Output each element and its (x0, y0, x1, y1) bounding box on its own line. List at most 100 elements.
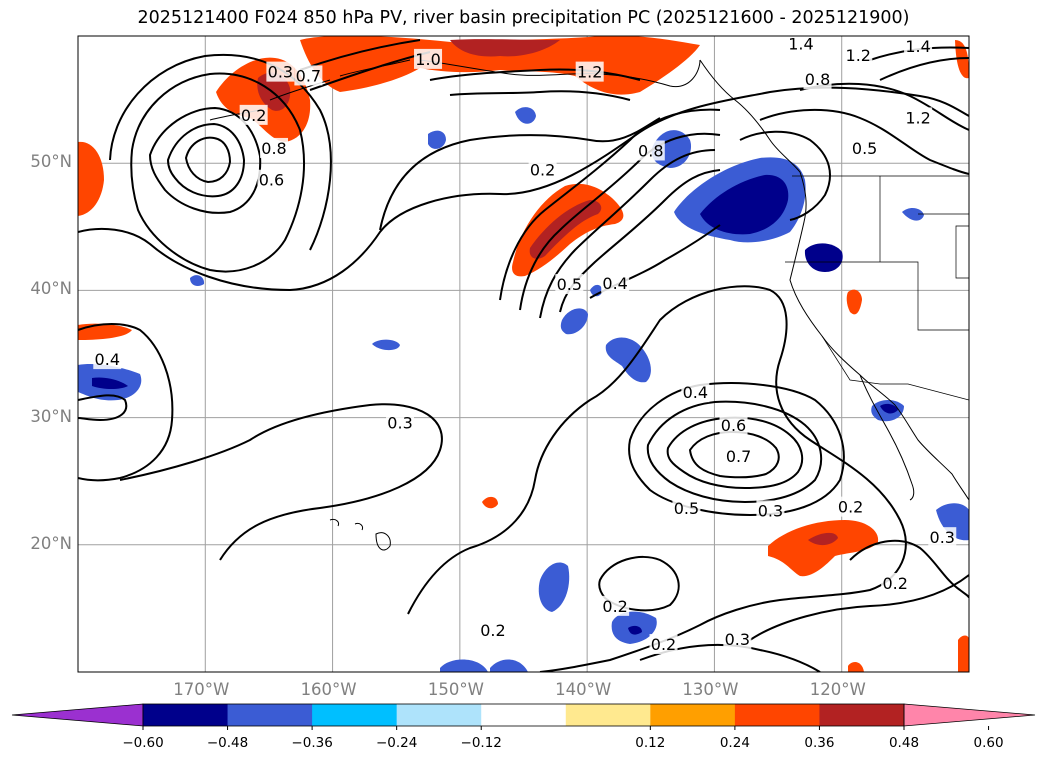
contour-label: 0.4 (95, 350, 120, 369)
contour-label-background (575, 61, 604, 82)
negative-anomaly-region (902, 208, 924, 221)
contour-label-background (649, 634, 678, 655)
contour-label-background (672, 497, 701, 518)
gridlines (78, 36, 969, 672)
contour-label-background (850, 137, 879, 158)
pv-contour (519, 132, 721, 311)
contour-label: 0.3 (930, 528, 955, 547)
pv-contour (184, 136, 232, 184)
pv-contour (78, 394, 128, 422)
contour-label-background (844, 45, 873, 66)
negative-anomaly-region (440, 659, 488, 672)
contour-label-background (803, 69, 832, 90)
contour-label-background (756, 500, 785, 521)
latitude-tick-label: 40°N (30, 279, 72, 299)
positive-anomaly-region (848, 662, 864, 672)
contour-label-background (260, 137, 289, 158)
pv-contour (148, 106, 262, 214)
contour-label: 0.3 (725, 630, 750, 649)
pv-contour (166, 122, 246, 198)
latitude-tick-label: 20°N (30, 533, 72, 553)
contour-label: 1.0 (415, 50, 440, 69)
colorbar-bin (819, 704, 905, 726)
hawaii-islands (329, 519, 391, 551)
colorbar-tick-label: −0.36 (291, 735, 333, 751)
contour-label-background (904, 107, 933, 128)
contour-label-background (881, 572, 910, 593)
pv-contour (499, 108, 721, 301)
contour-label-background (719, 415, 748, 436)
contour-label-background (928, 527, 957, 548)
contour-label-background (257, 169, 286, 190)
strong-negative-anomaly-region (92, 377, 128, 389)
colorbar-bin (396, 704, 482, 726)
pv-contour (130, 72, 306, 273)
pv-contour (598, 555, 680, 612)
colorbar-tick-label: 0.12 (635, 735, 666, 751)
colorbar-bin (481, 704, 567, 726)
negative-anomaly-region (515, 107, 536, 124)
north-america-coastline (699, 59, 969, 501)
longitude-tick-label: 160°W (300, 680, 357, 699)
contour-label-background (681, 382, 710, 403)
pv-contour (739, 130, 831, 221)
negative-anomaly-region (372, 339, 400, 351)
pv-contours (78, 39, 969, 672)
positive-anomaly-region (78, 141, 104, 216)
contour-label-background (414, 48, 443, 69)
negative-anomaly-region (804, 243, 843, 272)
colorbar-tick-label: 0.48 (888, 735, 920, 751)
contour-label: 0.7 (296, 66, 321, 85)
colorbar-bin (565, 704, 651, 726)
pv-contour (78, 323, 174, 482)
contour-label-background (386, 412, 415, 433)
contour-label: 0.5 (557, 275, 582, 294)
contour-label: 0.2 (838, 498, 863, 517)
positive-anomaly-region (78, 323, 132, 340)
contour-label-background (836, 496, 865, 517)
pv-contour (759, 108, 969, 175)
contour-label: 0.4 (602, 274, 627, 293)
positive-anomaly-region (846, 289, 862, 315)
colorbar-frame (142, 703, 905, 727)
colorbar-bin (143, 704, 229, 726)
contour-label: 0.8 (805, 70, 830, 89)
contour-label: 1.4 (788, 35, 813, 54)
colorbar-bin (650, 704, 736, 726)
contour-label: 0.8 (638, 141, 663, 160)
negative-anomaly-region (190, 275, 205, 286)
negative-anomaly-region (490, 659, 528, 672)
pv-contour (749, 574, 969, 641)
negative-anomaly-region (428, 130, 446, 149)
colorbar-tick-label: −0.24 (375, 735, 418, 751)
colorbar-extend-max (903, 703, 1036, 727)
contour-label-background (724, 445, 753, 466)
contour-label-background (904, 36, 933, 57)
contour-label: 1.2 (846, 46, 871, 65)
contour-label-background (636, 140, 665, 161)
latitude-tick-label: 30°N (30, 406, 72, 426)
contour-label: 0.2 (241, 106, 266, 125)
strong-negative-anomaly-region (880, 403, 898, 414)
longitude-tick-label: 130°W (682, 680, 739, 699)
contour-label: 0.3 (387, 414, 412, 433)
pv-contour (119, 403, 443, 561)
longitude-tick-label: 120°W (809, 680, 866, 699)
contour-label: 0.2 (602, 597, 627, 616)
contour-label-background (723, 628, 752, 649)
contour-label: 0.8 (261, 139, 286, 158)
contour-label: 0.7 (726, 447, 751, 466)
contour-label: 1.4 (905, 37, 930, 56)
colorbar-tick-label: −0.12 (460, 735, 502, 751)
strong-negative-anomaly-region (628, 625, 642, 635)
pv-contour (78, 86, 969, 292)
positive-anomaly-region (482, 496, 498, 509)
contour-label: 1.2 (905, 108, 930, 127)
colorbar (11, 703, 1036, 730)
pv-contour (849, 539, 969, 599)
longitude-tick-label: 140°W (555, 680, 612, 699)
contour-label-background (601, 595, 630, 616)
pv-contour (879, 57, 969, 81)
pv-contour (429, 68, 641, 81)
